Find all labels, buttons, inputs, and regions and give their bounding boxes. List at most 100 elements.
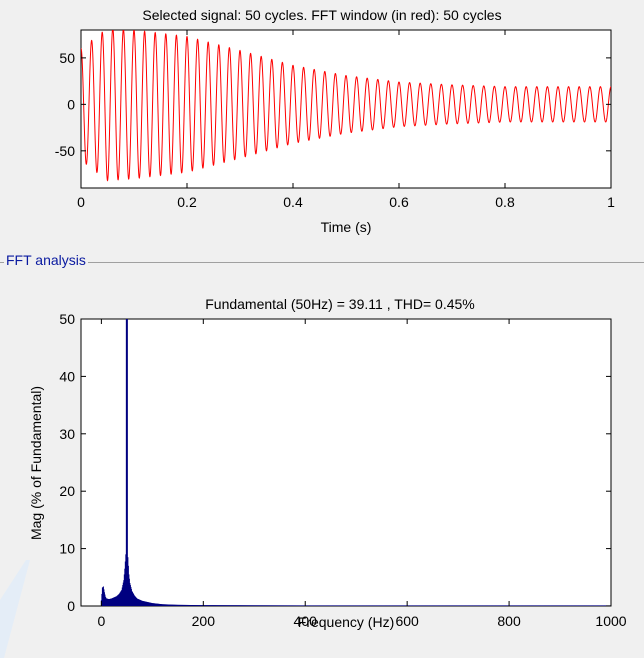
fft-bar [477,605,479,606]
fft-bar [267,605,269,606]
fft-bar [579,605,581,606]
fft-bar [328,605,330,606]
fft-bar [147,602,149,606]
fft-bar [230,605,232,606]
fft-bar [358,605,360,606]
fft-bar [157,603,159,606]
fft-bar [445,605,447,606]
fft-bar [413,605,415,606]
fft-bar [176,604,178,606]
fft-bar [298,605,300,606]
fft-bar [141,600,143,606]
fft-bar [596,605,598,606]
fft-bar [151,603,153,606]
fft-bar [266,605,268,606]
fft-bar [241,605,243,606]
fft-bar [340,605,342,606]
fft-bar [522,605,524,606]
fft-bar [447,605,449,606]
fft-bar [431,605,433,606]
fft-bar [473,605,475,606]
fft-bar [409,605,411,606]
fft-bar [130,589,132,606]
fft-bar [146,601,148,606]
fft-bar [428,605,430,606]
fft-bar [250,605,252,606]
fft-bar [508,605,510,606]
fft-bar [393,605,395,606]
fft-bar [119,593,121,606]
fft-bar [562,605,564,606]
fft-bar [432,605,434,606]
fft-bar [274,605,276,606]
fft-bar [143,601,145,606]
fft-bar [555,605,557,606]
fft-bar [245,605,247,606]
fft-bar [411,605,413,606]
fft-bar [169,604,171,606]
fft-bar [182,604,184,606]
fft-bar [578,605,580,606]
fft-bar [282,605,284,606]
fft-bar [189,604,191,606]
fft-bar [169,604,171,606]
fft-bar [464,605,466,606]
fft-bar [549,605,551,606]
fft-bar [444,605,446,606]
fft-bar [440,605,442,606]
fft-bar [425,605,426,606]
fft-bar [561,605,563,606]
fft-bar [329,605,331,606]
fft-bar [120,591,122,606]
fft-bar [175,604,177,606]
fft-bar [353,605,355,606]
fft-bar [249,605,251,606]
fft-bar [107,598,109,606]
fft-bar [551,605,553,606]
signal-y-tick-label: 0 [67,96,75,112]
fft-bar [541,605,543,606]
fft-bar [152,603,154,606]
fft-bar [162,604,164,606]
fft-bar [463,605,465,606]
fft-bar [410,605,412,606]
fft-bar [368,605,370,606]
fft-bar [323,605,325,606]
fft-bar [272,605,274,606]
fft-bar [498,605,500,606]
fft-bar [418,605,420,606]
fft-bar [542,605,544,606]
fft-bar [293,605,295,606]
fft-bar [281,605,283,606]
fft-bar [546,605,548,606]
fft-bar [383,605,385,606]
fft-bar [283,605,285,606]
fft-bar [600,605,602,606]
fft-bar [171,604,173,606]
fft-bar [505,605,507,606]
fft-bar [382,605,384,606]
fft-bar [370,605,372,606]
fft-bar [187,604,189,606]
fft-bar [218,605,220,606]
fft-bar [500,605,502,606]
fft-bar [374,605,376,606]
fft-bar [301,605,303,606]
fft-bar [253,605,255,606]
fft-bar [497,605,499,606]
fft-bar [523,605,525,606]
fft-bar [476,605,478,606]
fft-bar [513,605,515,606]
fft-bar [121,589,123,606]
fft-bar [231,605,233,606]
fft-bar [196,605,198,606]
fft-bar [286,605,288,606]
fft-bar [455,605,457,606]
fft-bar [114,596,116,606]
fft-bar [152,603,154,606]
fft-bar [297,605,299,606]
fft-bar [433,605,435,606]
fft-bar [420,605,422,606]
fft-bar [539,605,541,606]
fft-x-tick-label: 600 [395,613,419,629]
